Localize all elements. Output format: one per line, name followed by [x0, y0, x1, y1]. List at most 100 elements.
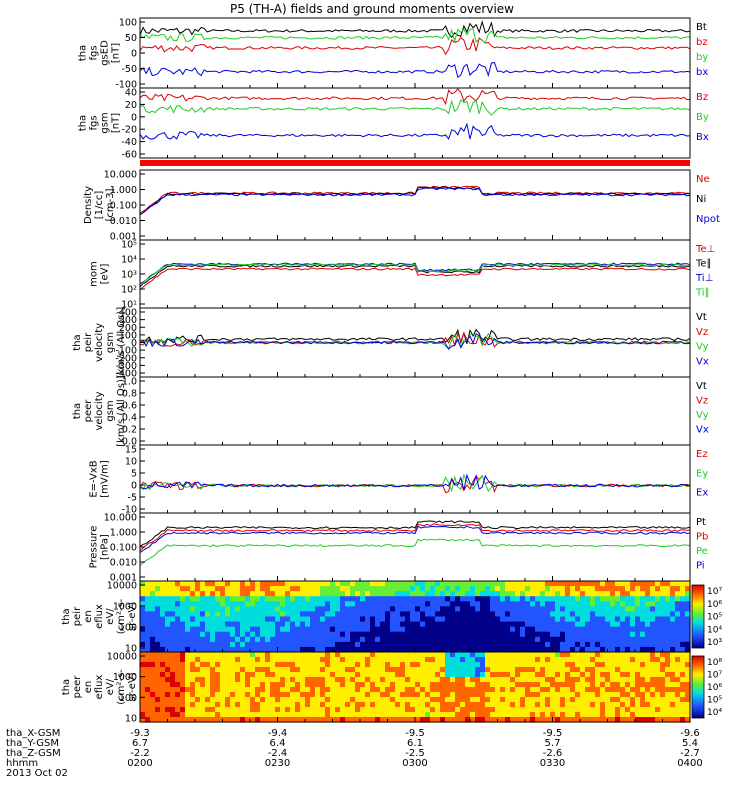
spectrogram-cell	[320, 621, 326, 628]
spectrogram-cell	[460, 677, 466, 683]
spectrogram-cell	[545, 646, 551, 653]
spectrogram-cell	[335, 657, 341, 663]
spectrogram-cell	[295, 702, 301, 708]
spectrogram-cell	[275, 611, 281, 618]
spectrogram-cell	[240, 687, 246, 693]
spectrogram-cell	[165, 707, 171, 713]
spectrogram-cell	[350, 626, 356, 633]
spectrogram-cell	[535, 692, 541, 698]
spectrogram-cell	[345, 646, 351, 653]
y-axis-label-line: fgs	[89, 115, 100, 130]
spectrogram-cell	[345, 641, 351, 648]
spectrogram-cell	[685, 611, 691, 618]
spectrogram-cell	[165, 626, 171, 633]
spectrogram-cell	[355, 621, 361, 628]
spectrogram-cell	[275, 631, 281, 638]
spectrogram-cell	[415, 581, 421, 587]
spectrogram-cell	[565, 662, 571, 668]
spectrogram-cell	[650, 667, 656, 673]
spectrogram-cell	[200, 606, 206, 613]
y-axis-label-line: gsm	[105, 400, 116, 421]
spectrogram-cell	[195, 667, 201, 673]
spectrogram-cell	[390, 662, 396, 668]
spectrogram-cell	[565, 596, 571, 602]
spectrogram-cell	[160, 702, 166, 708]
spectrogram-cell	[175, 677, 181, 683]
spectrogram-cell	[530, 712, 536, 718]
spectrogram-cell	[615, 682, 621, 688]
y-axis-label-line: mom	[89, 261, 100, 287]
spectrogram-cell	[560, 606, 566, 613]
spectrogram-cell	[325, 581, 331, 587]
spectrogram-cell	[595, 591, 601, 597]
spectrogram-cell	[505, 606, 511, 613]
spectrogram-cell	[530, 626, 536, 633]
legend-label: Ez	[696, 449, 708, 460]
spectrogram-cell	[425, 707, 431, 713]
spectrogram-cell	[280, 611, 286, 618]
spectrogram-cell	[675, 667, 681, 673]
spectrogram-cell	[475, 697, 481, 703]
spectrogram-cell	[580, 662, 586, 668]
spectrogram-cell	[340, 657, 346, 663]
spectrogram-cell	[585, 586, 591, 592]
spectrogram-cell	[660, 692, 666, 698]
spectrogram-cell	[140, 626, 146, 633]
spectrogram-cell	[460, 626, 466, 633]
spectrogram-cell	[450, 702, 456, 708]
spectrogram-cell	[540, 652, 546, 658]
spectrogram-cell	[560, 596, 566, 602]
spectrogram-cell	[250, 626, 256, 633]
spectrogram-cell	[385, 687, 391, 693]
spectrogram-cell	[665, 707, 671, 713]
spectrogram-cell	[680, 626, 686, 633]
spectrogram-cell	[540, 682, 546, 688]
ephemeris-value: -2.7	[680, 748, 700, 759]
spectrogram-cell	[535, 712, 541, 718]
spectrogram-cell	[480, 621, 486, 628]
spectrogram-cell	[605, 641, 611, 648]
spectrogram-cell	[140, 611, 146, 618]
spectrogram-cell	[305, 596, 311, 602]
spectrogram-cell	[580, 667, 586, 673]
spectrogram-cell	[190, 707, 196, 713]
spectrogram-cell	[200, 581, 206, 587]
spectrogram-cell	[475, 712, 481, 718]
spectrogram-cell	[505, 601, 511, 607]
spectrogram-cell	[575, 611, 581, 618]
spectrogram-cell	[480, 616, 486, 623]
spectrogram-cell	[625, 682, 631, 688]
spectrogram-cell	[200, 707, 206, 713]
spectrogram-cell	[635, 641, 641, 648]
spectrogram-cell	[570, 611, 576, 618]
spectrogram-cell	[450, 601, 456, 607]
spectrogram-cell	[620, 581, 626, 587]
spectrogram-cell	[315, 591, 321, 597]
spectrogram-cell	[350, 682, 356, 688]
spectrogram-cell	[595, 616, 601, 623]
spectrogram-cell	[405, 677, 411, 683]
spectrogram-cell	[270, 586, 276, 592]
spectrogram-cell	[290, 717, 296, 723]
spectrogram-cell	[575, 631, 581, 638]
spectrogram-cell	[440, 652, 446, 658]
spectrogram-cell	[205, 586, 211, 592]
spectrogram-cell	[225, 631, 231, 638]
spectrogram-cell	[145, 611, 151, 618]
spectrogram-cell	[660, 611, 666, 618]
spectrogram-cell	[215, 717, 221, 723]
spectrogram-cell	[210, 631, 216, 638]
spectrogram-cell	[200, 677, 206, 683]
spectrogram-cell	[660, 667, 666, 673]
spectrogram-cell	[585, 697, 591, 703]
spectrogram-cell	[165, 697, 171, 703]
spectrogram-cell	[595, 712, 601, 718]
spectrogram-cell	[220, 692, 226, 698]
spectrogram-cell	[310, 621, 316, 628]
spectrogram-cell	[685, 601, 691, 607]
spectrogram-cell	[645, 581, 651, 587]
spectrogram-cell	[540, 667, 546, 673]
spectrogram-cell	[435, 652, 441, 658]
spectrogram-cell	[245, 712, 251, 718]
spectrogram-cell	[210, 662, 216, 668]
